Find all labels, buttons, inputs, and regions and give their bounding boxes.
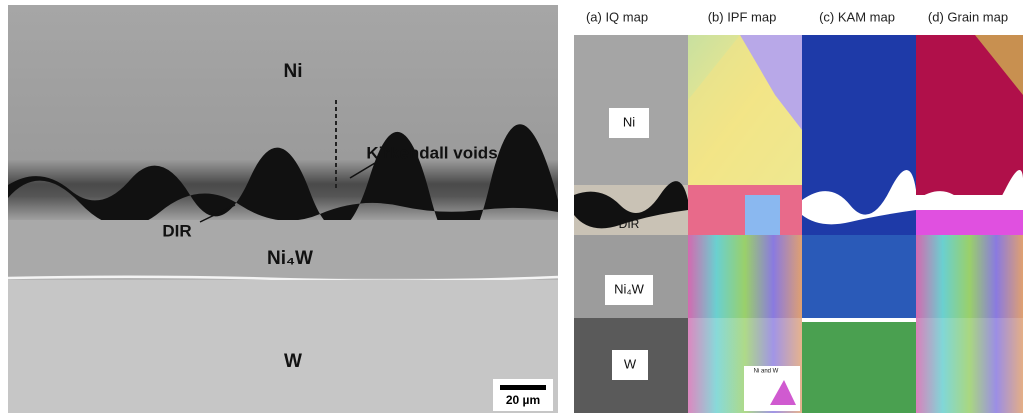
legend-label: Ni and W — [754, 369, 779, 375]
annotation: Kirkendall voids — [366, 143, 497, 162]
grain-map — [916, 35, 1023, 413]
layer-label: Ni — [623, 114, 635, 129]
kam-map — [802, 35, 916, 413]
sem-image: Ni Kirkendall voids DIR Ni₄W W 20 µm — [8, 5, 558, 413]
layer-label: W — [284, 351, 302, 372]
layer-label: Ni₄W — [267, 248, 313, 269]
layer-label: DIR — [619, 217, 640, 231]
layer-label: Ni₄W — [614, 281, 645, 296]
panel-title: (d) Grain map — [928, 9, 1008, 24]
scale-bar-label: 20 µm — [506, 393, 540, 407]
ipf-map: Ni and W — [688, 35, 802, 413]
figure: Ni Kirkendall voids DIR Ni₄W W 20 µm (a)… — [0, 0, 1023, 415]
layer-label: Ni — [284, 61, 303, 82]
layer-label: W — [624, 356, 637, 371]
iq-map: Ni DIR Ni₄W W — [574, 35, 688, 413]
annotation: DIR — [162, 221, 191, 240]
panel-title: (a) IQ map — [586, 9, 648, 24]
panel-title: (b) IPF map — [708, 9, 777, 24]
panel-title: (c) KAM map — [819, 9, 895, 24]
